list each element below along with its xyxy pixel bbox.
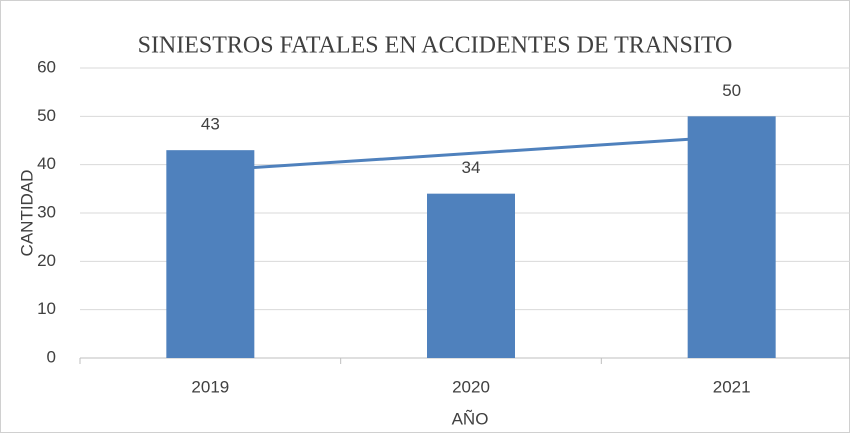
y-tick-label: 30	[37, 202, 56, 221]
bar	[687, 116, 776, 358]
x-tick-label: 2019	[191, 377, 229, 396]
y-tick-label: 50	[37, 106, 56, 125]
chart-title: SINIESTROS FATALES EN ACCIDENTES DE TRAN…	[138, 33, 733, 59]
y-tick-label: 40	[37, 154, 56, 173]
data-label: 43	[201, 115, 220, 134]
trendline	[210, 134, 732, 172]
bar	[166, 150, 255, 358]
x-axis-label: AÑO	[452, 409, 489, 428]
y-tick-label: 0	[47, 347, 56, 366]
x-tick-label: 2020	[452, 377, 490, 396]
x-tick-label: 2021	[713, 377, 751, 396]
bar	[427, 193, 515, 358]
y-tick-label: 10	[37, 299, 56, 318]
y-axis-label: CANTIDAD	[17, 170, 36, 257]
data-label: 50	[722, 81, 741, 100]
y-tick-label: 60	[37, 57, 56, 76]
y-tick-label: 20	[37, 251, 56, 270]
data-label: 34	[462, 158, 481, 177]
